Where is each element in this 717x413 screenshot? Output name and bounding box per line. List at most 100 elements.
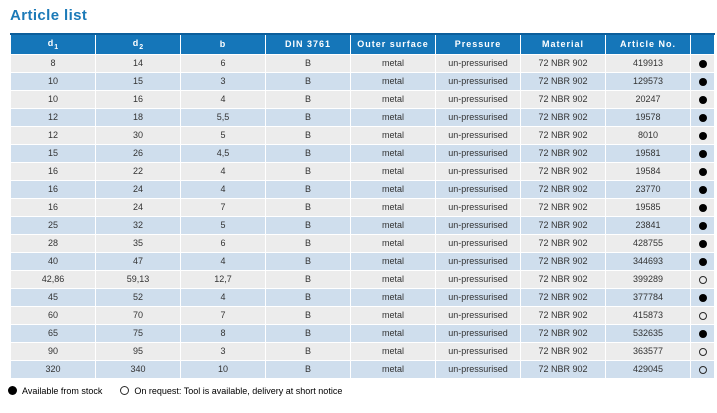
cell-d2: 70 <box>95 305 181 325</box>
col-header-availability <box>690 33 715 55</box>
cell-b: 5 <box>180 215 266 235</box>
cell-pressure: un-pressurised <box>435 53 521 73</box>
cell-b: 8 <box>180 323 266 343</box>
cell-d2: 340 <box>95 359 181 379</box>
cell-b: 7 <box>180 305 266 325</box>
filled-circle-icon <box>698 293 707 302</box>
cell-d1: 12 <box>10 107 96 127</box>
cell-d1: 60 <box>10 305 96 325</box>
cell-outer-surface: metal <box>350 233 436 253</box>
cell-d2: 95 <box>95 341 181 361</box>
cell-din: B <box>265 323 351 343</box>
legend-request-label: On request: Tool is available, delivery … <box>134 385 343 396</box>
cell-outer-surface: metal <box>350 305 436 325</box>
cell-d2: 30 <box>95 125 181 145</box>
cell-din: B <box>265 125 351 145</box>
open-circle-icon <box>698 347 707 356</box>
cell-outer-surface: metal <box>350 53 436 73</box>
filled-circle-icon <box>698 203 707 212</box>
table-header-row: d1 d2 b DIN 3761 Outer surface Pressure … <box>10 33 715 55</box>
cell-din: B <box>265 233 351 253</box>
cell-availability <box>690 287 715 307</box>
cell-availability <box>690 233 715 253</box>
cell-outer-surface: metal <box>350 359 436 379</box>
cell-material: 72 NBR 902 <box>520 71 606 91</box>
cell-availability <box>690 89 715 109</box>
cell-article-no: 428755 <box>605 233 691 253</box>
cell-din: B <box>265 53 351 73</box>
cell-pressure: un-pressurised <box>435 71 521 91</box>
cell-pressure: un-pressurised <box>435 107 521 127</box>
cell-outer-surface: metal <box>350 269 436 289</box>
legend-stock-label: Available from stock <box>22 385 103 396</box>
cell-article-no: 415873 <box>605 305 691 325</box>
cell-material: 72 NBR 902 <box>520 197 606 217</box>
cell-availability <box>690 107 715 127</box>
cell-din: B <box>265 251 351 271</box>
cell-d2: 52 <box>95 287 181 307</box>
cell-availability <box>690 71 715 91</box>
cell-material: 72 NBR 902 <box>520 305 606 325</box>
cell-b: 3 <box>180 341 266 361</box>
filled-circle-icon <box>698 95 707 104</box>
cell-outer-surface: metal <box>350 251 436 271</box>
cell-b: 6 <box>180 233 266 253</box>
cell-d2: 47 <box>95 251 181 271</box>
cell-din: B <box>265 143 351 163</box>
cell-outer-surface: metal <box>350 287 436 307</box>
cell-b: 4 <box>180 161 266 181</box>
cell-d1: 8 <box>10 53 96 73</box>
cell-availability <box>690 341 715 361</box>
cell-outer-surface: metal <box>350 341 436 361</box>
cell-d1: 10 <box>10 71 96 91</box>
cell-d1: 28 <box>10 233 96 253</box>
cell-pressure: un-pressurised <box>435 287 521 307</box>
cell-material: 72 NBR 902 <box>520 107 606 127</box>
cell-article-no: 8010 <box>605 125 691 145</box>
cell-din: B <box>265 305 351 325</box>
cell-d2: 75 <box>95 323 181 343</box>
cell-availability <box>690 323 715 343</box>
filled-circle-icon <box>698 113 707 122</box>
cell-availability <box>690 251 715 271</box>
cell-din: B <box>265 269 351 289</box>
cell-pressure: un-pressurised <box>435 179 521 199</box>
cell-pressure: un-pressurised <box>435 161 521 181</box>
cell-article-no: 429045 <box>605 359 691 379</box>
open-circle-icon <box>120 386 130 395</box>
cell-pressure: un-pressurised <box>435 359 521 379</box>
cell-d2: 24 <box>95 179 181 199</box>
cell-article-no: 377784 <box>605 287 691 307</box>
cell-material: 72 NBR 902 <box>520 269 606 289</box>
cell-article-no: 363577 <box>605 341 691 361</box>
availability-legend: Available from stock On request: Tool is… <box>8 386 717 396</box>
cell-d2: 14 <box>95 53 181 73</box>
cell-material: 72 NBR 902 <box>520 53 606 73</box>
cell-b: 4 <box>180 287 266 307</box>
filled-circle-icon <box>698 77 707 86</box>
cell-b: 4 <box>180 179 266 199</box>
cell-availability <box>690 305 715 325</box>
cell-material: 72 NBR 902 <box>520 359 606 379</box>
cell-d2: 16 <box>95 89 181 109</box>
cell-article-no: 532635 <box>605 323 691 343</box>
cell-availability <box>690 161 715 181</box>
cell-material: 72 NBR 902 <box>520 233 606 253</box>
cell-pressure: un-pressurised <box>435 197 521 217</box>
col-header-material: Material <box>520 33 606 55</box>
cell-outer-surface: metal <box>350 143 436 163</box>
cell-article-no: 19584 <box>605 161 691 181</box>
cell-outer-surface: metal <box>350 215 436 235</box>
cell-d2: 35 <box>95 233 181 253</box>
cell-d2: 26 <box>95 143 181 163</box>
filled-circle-icon <box>698 329 707 338</box>
